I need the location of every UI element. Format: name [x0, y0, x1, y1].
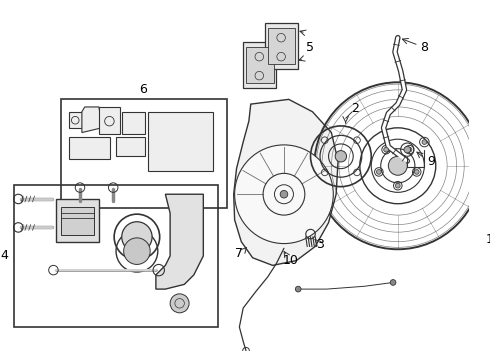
Circle shape — [384, 147, 389, 152]
Polygon shape — [148, 112, 213, 171]
Circle shape — [170, 294, 189, 313]
Text: 8: 8 — [420, 41, 428, 54]
Bar — [14, 185, 218, 327]
Polygon shape — [268, 28, 295, 64]
Polygon shape — [246, 47, 273, 83]
Text: 7: 7 — [235, 247, 244, 261]
Bar — [61, 99, 227, 208]
Circle shape — [395, 183, 400, 188]
Polygon shape — [234, 99, 338, 265]
Text: 10: 10 — [283, 254, 298, 267]
Polygon shape — [243, 42, 276, 88]
Polygon shape — [156, 194, 203, 289]
Circle shape — [407, 147, 412, 152]
Text: 5: 5 — [306, 41, 314, 54]
Circle shape — [123, 238, 150, 265]
Polygon shape — [99, 107, 120, 135]
Text: 2: 2 — [351, 102, 359, 115]
Polygon shape — [265, 23, 298, 69]
Text: 9: 9 — [427, 154, 435, 167]
Circle shape — [415, 170, 419, 174]
Circle shape — [235, 145, 333, 244]
Text: 3: 3 — [316, 238, 324, 251]
Circle shape — [280, 190, 288, 198]
Polygon shape — [116, 137, 145, 156]
Circle shape — [335, 150, 346, 162]
Polygon shape — [122, 112, 145, 135]
Circle shape — [404, 146, 411, 153]
Circle shape — [295, 286, 301, 292]
Polygon shape — [82, 107, 102, 132]
Polygon shape — [56, 199, 99, 242]
Polygon shape — [69, 137, 110, 159]
Circle shape — [390, 280, 396, 285]
Circle shape — [422, 140, 427, 144]
Polygon shape — [69, 112, 82, 128]
Text: 4: 4 — [0, 249, 8, 262]
Circle shape — [388, 156, 407, 175]
Bar — [61, 207, 94, 235]
Text: 6: 6 — [140, 84, 147, 96]
Circle shape — [122, 222, 152, 252]
Text: 1: 1 — [486, 233, 490, 246]
Circle shape — [376, 170, 381, 174]
